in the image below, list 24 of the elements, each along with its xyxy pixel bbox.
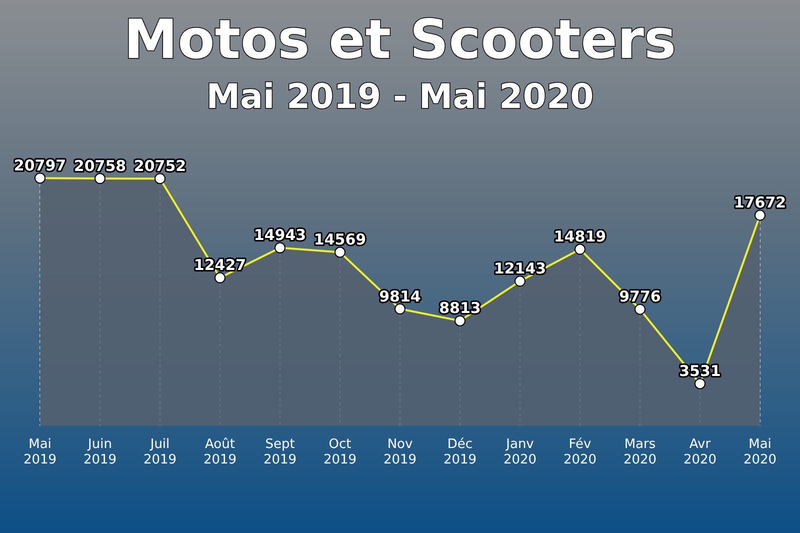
x-tick-label: Mai 2020 bbox=[743, 436, 777, 468]
x-tick-label: Avr 2020 bbox=[683, 436, 717, 468]
data-label: 20758 bbox=[74, 156, 126, 175]
x-tick-label: Oct 2019 bbox=[323, 436, 357, 468]
x-tick-label: Fév 2020 bbox=[563, 436, 597, 468]
chart-subtitle: Mai 2019 - Mai 2020 bbox=[205, 76, 595, 118]
data-label: 17672 bbox=[734, 194, 786, 212]
x-tick-label: Sept 2019 bbox=[263, 436, 297, 468]
data-label: 20797 bbox=[14, 156, 66, 174]
chart-title: Motos et Scooters bbox=[122, 8, 678, 72]
data-label: 20752 bbox=[134, 156, 186, 175]
data-label: 14819 bbox=[554, 228, 606, 246]
data-label: 14943 bbox=[254, 226, 306, 244]
x-tick-label: Juil 2019 bbox=[143, 436, 177, 468]
data-label: 14569 bbox=[314, 230, 366, 249]
x-tick-label: Mars 2020 bbox=[623, 436, 657, 468]
x-tick-label: Déc 2019 bbox=[443, 436, 477, 468]
x-tick-label: Juin 2019 bbox=[83, 436, 117, 468]
data-label: 12143 bbox=[494, 260, 546, 278]
x-tick-label: Mai 2019 bbox=[23, 436, 57, 468]
x-tick-label: Août 2019 bbox=[203, 436, 237, 468]
data-label: 8813 bbox=[439, 299, 481, 318]
x-tick-label: Nov 2019 bbox=[383, 436, 417, 468]
x-tick-label: Janv 2020 bbox=[503, 436, 537, 468]
